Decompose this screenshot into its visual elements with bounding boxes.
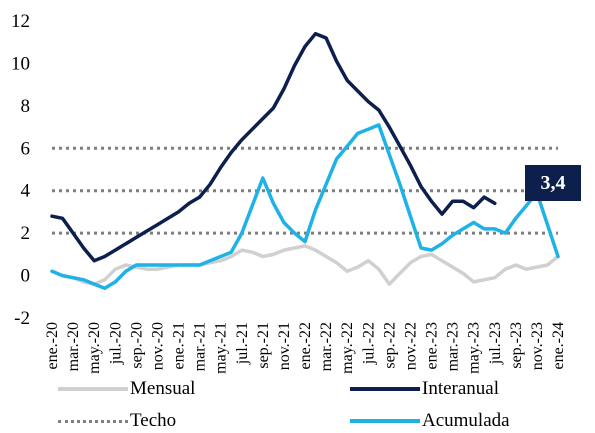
y-tick-label: 0 — [21, 266, 31, 287]
x-tick-label: jul.-23 — [487, 322, 504, 365]
legend-item-interanual: Interanual — [350, 378, 499, 400]
x-tick-label: sep.-23 — [508, 322, 525, 369]
last-value-callout: 3,4 — [525, 165, 581, 201]
legend-item-techo: Techo — [58, 410, 176, 432]
y-tick-label: 4 — [21, 181, 31, 202]
x-tick-label: jul.-22 — [360, 322, 377, 365]
x-tick-label: may.-23 — [466, 322, 483, 374]
series-line-acumulada — [50, 123, 560, 291]
series-layer — [50, 31, 560, 291]
legend-swatch-techo — [58, 419, 128, 423]
x-tick-label: nov.-22 — [402, 322, 419, 370]
x-tick-label: ene.-20 — [44, 322, 61, 370]
legend-swatch-acumulada — [350, 419, 420, 423]
last-value-label: 3,4 — [540, 171, 566, 194]
series-line-interanual — [50, 31, 497, 263]
legend-label-techo: Techo — [130, 410, 177, 431]
x-tick-label: nov.-23 — [529, 322, 546, 370]
x-tick-label: ene.-21 — [171, 322, 188, 370]
x-tick-label: ene.-23 — [424, 322, 441, 370]
legend-item-mensual: Mensual — [58, 378, 195, 400]
x-axis-ticks: ene.-20 mar.-20 may.-20 jul.-20 sep.-20 nov.-… — [44, 322, 567, 374]
x-tick-label: may.-20 — [86, 322, 103, 374]
series-line-mensual — [50, 244, 560, 286]
x-tick-label: nov.-20 — [149, 322, 166, 370]
x-tick-label: mar.-23 — [445, 322, 462, 371]
x-tick-label: mar.-21 — [192, 322, 209, 371]
x-tick-label: sep.-21 — [255, 322, 272, 369]
x-tick-label: nov.-21 — [276, 322, 293, 370]
x-tick-label: may.-21 — [213, 322, 230, 374]
legend-label-mensual: Mensual — [130, 378, 196, 399]
x-tick-label: jul.-20 — [107, 322, 124, 365]
y-axis-ticks: -2 0 2 4 6 8 10 12 — [11, 11, 31, 329]
x-tick-label: ene.-24 — [550, 322, 567, 370]
x-tick-label: mar.-20 — [65, 322, 82, 371]
y-tick-label: 12 — [11, 11, 30, 32]
x-tick-label: sep.-20 — [128, 322, 145, 369]
x-tick-label: mar.-22 — [318, 322, 335, 371]
legend-label-acumulada: Acumulada — [422, 410, 510, 431]
legend-label-interanual: Interanual — [422, 378, 500, 399]
legend-item-acumulada: Acumulada — [350, 410, 510, 432]
legend-swatch-mensual — [58, 387, 128, 391]
x-tick-label: may.-22 — [339, 322, 356, 374]
x-tick-label: ene.-22 — [297, 322, 314, 370]
y-tick-label: -2 — [14, 308, 30, 329]
x-tick-label: sep.-22 — [381, 322, 398, 369]
x-tick-label: jul.-21 — [234, 322, 251, 365]
y-tick-label: 8 — [21, 96, 31, 117]
y-tick-label: 10 — [11, 53, 30, 74]
legend-swatch-interanual — [350, 387, 420, 391]
y-tick-label: 6 — [21, 138, 31, 159]
y-tick-label: 2 — [21, 223, 31, 244]
